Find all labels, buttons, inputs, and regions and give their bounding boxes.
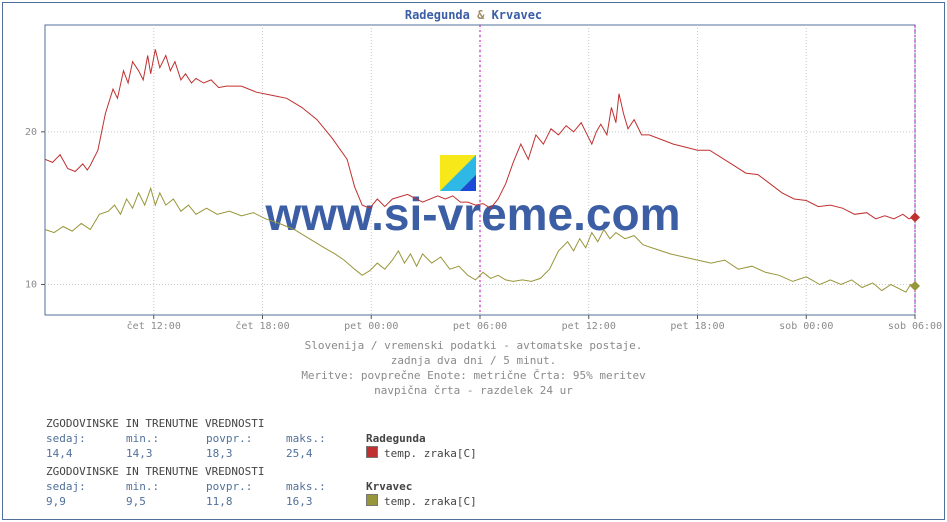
col-povpr: povpr.: [206, 431, 286, 446]
svg-text:pet 12:00: pet 12:00 [562, 321, 616, 332]
chart-caption: Slovenija / vremenski podatki - avtomats… [0, 338, 947, 398]
stats-block: ZGODOVINSKE IN TRENUTNE VREDNOSTIsedaj:m… [46, 464, 566, 509]
stats-block: ZGODOVINSKE IN TRENUTNE VREDNOSTIsedaj:m… [46, 416, 566, 461]
col-povpr: povpr.: [206, 479, 286, 494]
caption-line-4: navpična črta - razdelek 24 ur [0, 383, 947, 398]
svg-text:čet 12:00: čet 12:00 [127, 320, 181, 332]
col-maks: maks.: [286, 479, 366, 494]
svg-text:čet 18:00: čet 18:00 [235, 320, 289, 332]
val-maks: 25,4 [286, 446, 366, 461]
stats-header: ZGODOVINSKE IN TRENUTNE VREDNOSTI [46, 416, 566, 431]
series-name: Krvavec [366, 479, 566, 494]
series-name: Radegunda [366, 431, 566, 446]
col-sedaj: sedaj: [46, 479, 126, 494]
line-chart: 10 20 čet 12:00 čet 18:00 pet 00:00 pet 06:00… [0, 0, 947, 340]
val-min: 9,5 [126, 494, 206, 509]
svg-text:sob 00:00: sob 00:00 [779, 321, 833, 332]
val-sedaj: 9,9 [46, 494, 126, 509]
val-sedaj: 14,4 [46, 446, 126, 461]
caption-line-3: Meritve: povprečne Enote: metrične Črta:… [0, 368, 947, 383]
legend-swatch [366, 446, 378, 458]
caption-line-1: Slovenija / vremenski podatki - avtomats… [0, 338, 947, 353]
svg-text:10: 10 [25, 279, 37, 290]
svg-text:pet 00:00: pet 00:00 [344, 321, 398, 332]
val-maks: 16,3 [286, 494, 366, 509]
stats-header: ZGODOVINSKE IN TRENUTNE VREDNOSTI [46, 464, 566, 479]
col-sedaj: sedaj: [46, 431, 126, 446]
val-povpr: 18,3 [206, 446, 286, 461]
col-min: min.: [126, 431, 206, 446]
col-maks: maks.: [286, 431, 366, 446]
svg-text:sob 06:00: sob 06:00 [888, 321, 942, 332]
svg-text:pet 18:00: pet 18:00 [670, 321, 724, 332]
val-min: 14,3 [126, 446, 206, 461]
svg-text:20: 20 [25, 127, 37, 138]
caption-line-2: zadnja dva dni / 5 minut. [0, 353, 947, 368]
svg-text:www.si-vreme.com: www.si-vreme.com [264, 188, 680, 240]
col-min: min.: [126, 479, 206, 494]
svg-text:pet 06:00: pet 06:00 [453, 321, 507, 332]
val-povpr: 11,8 [206, 494, 286, 509]
series-measure: temp. zraka[C] [366, 446, 566, 461]
series-measure: temp. zraka[C] [366, 494, 566, 509]
legend-swatch [366, 494, 378, 506]
